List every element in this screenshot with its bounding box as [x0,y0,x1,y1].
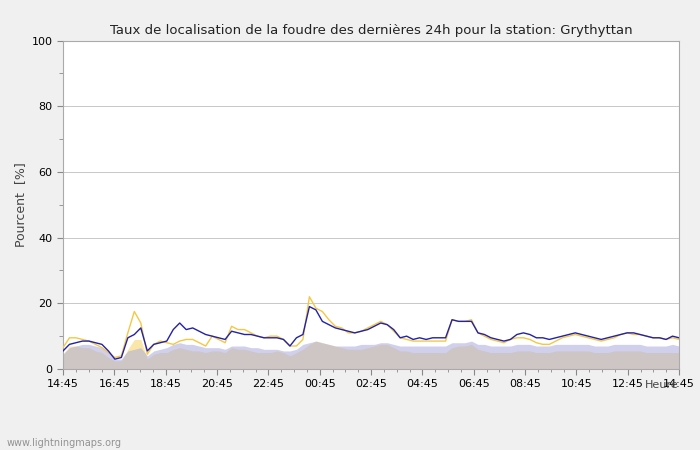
Y-axis label: Pourcent  [%]: Pourcent [%] [15,162,27,247]
Title: Taux de localisation de la foudre des dernières 24h pour la station: Grythyttan: Taux de localisation de la foudre des de… [110,23,632,36]
Text: www.lightningmaps.org: www.lightningmaps.org [7,437,122,447]
Text: Heure: Heure [645,380,679,390]
